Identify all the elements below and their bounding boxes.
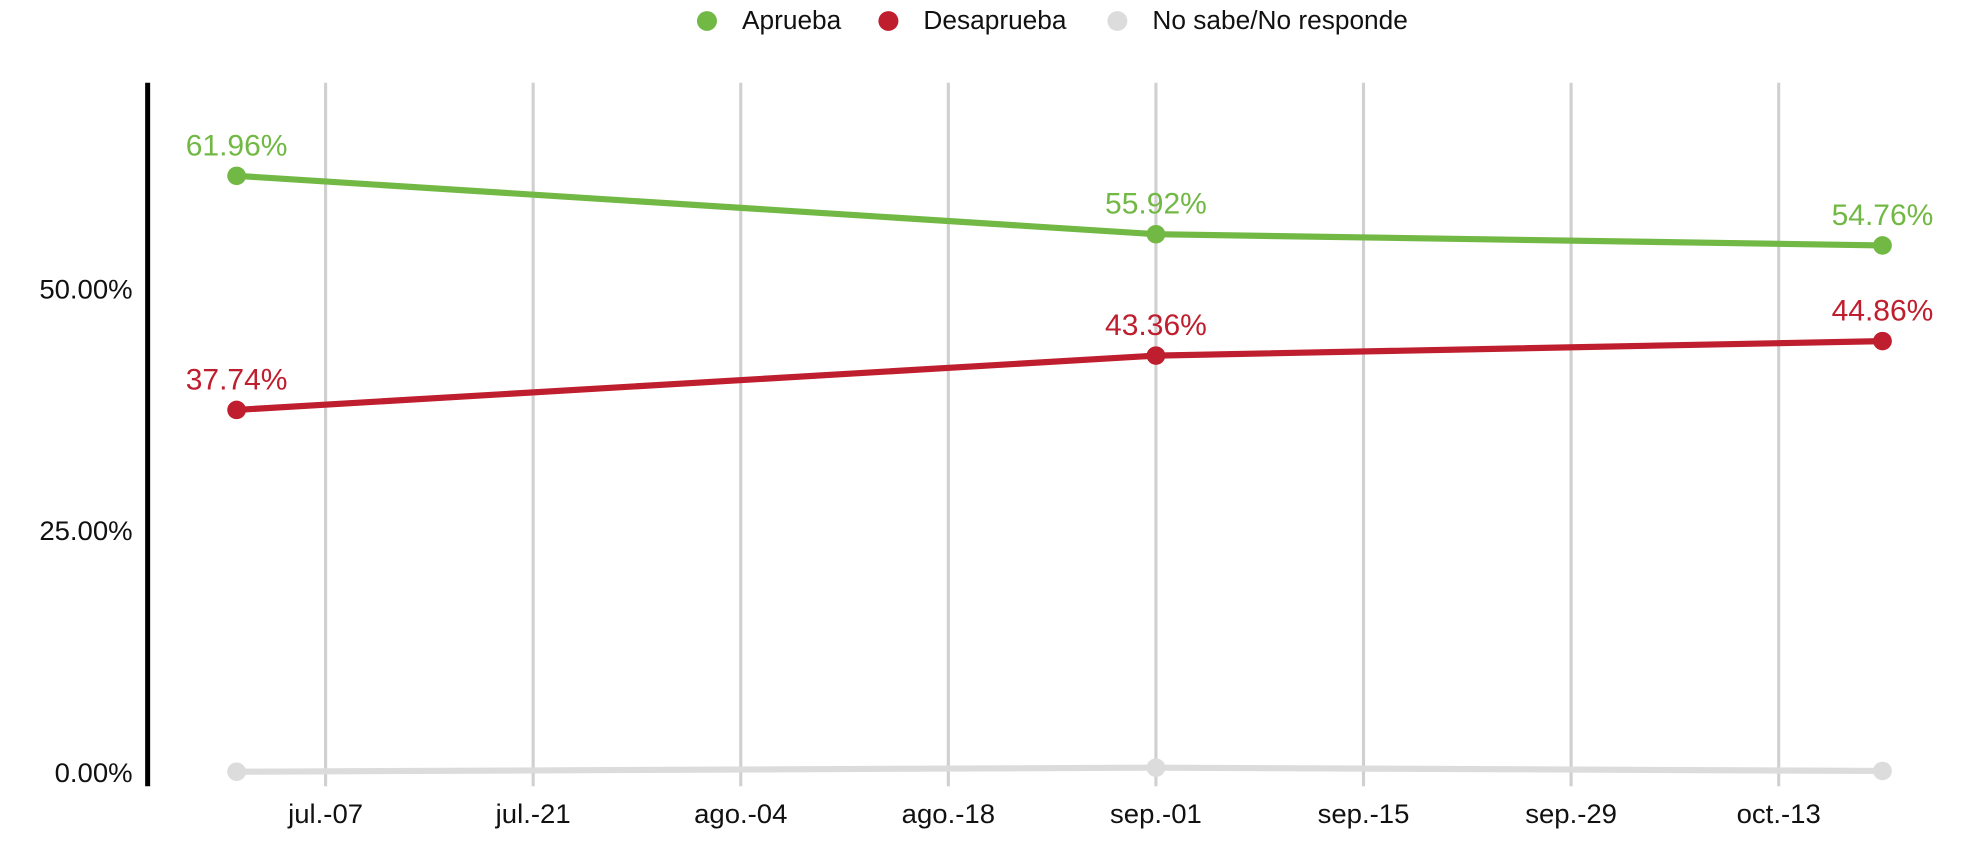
x-tick-label: jul.-07 [287, 798, 363, 829]
data-label: 54.76% [1832, 199, 1934, 232]
y-tick-label: 0.00% [55, 757, 133, 788]
legend-label: Desaprueba [923, 5, 1067, 35]
x-tick-label: jul.-21 [495, 798, 571, 829]
point [1146, 346, 1166, 365]
data-label: 43.36% [1105, 309, 1207, 342]
legend-marker [878, 11, 899, 31]
data-label: 44.86% [1832, 295, 1934, 328]
x-tick-label: sep.-29 [1525, 798, 1617, 829]
data-label: 61.96% [186, 129, 288, 162]
x-tick-label: ago.-04 [694, 798, 787, 829]
point [227, 166, 247, 186]
data-label: 55.92% [1105, 188, 1207, 221]
legend-marker [696, 11, 717, 31]
point [227, 762, 247, 781]
x-tick-label: sep.-01 [1110, 798, 1202, 829]
series-line [236, 764, 1883, 775]
x-tick-label: ago.-18 [902, 798, 995, 829]
legend-marker [1107, 11, 1128, 31]
point [227, 400, 247, 420]
y-tick-label: 50.00% [39, 274, 132, 305]
point [1873, 331, 1892, 351]
series-line [236, 172, 1883, 249]
y-tick-label: 25.00% [39, 515, 132, 546]
point [1146, 758, 1166, 777]
point [1146, 224, 1166, 244]
data-label: 37.74% [186, 364, 288, 397]
point [1873, 236, 1892, 255]
x-tick-label: sep.-15 [1318, 798, 1410, 829]
legend-label: Aprueba [742, 5, 842, 35]
legend-label: No sabe/No responde [1152, 5, 1407, 35]
point [1873, 761, 1892, 781]
series-line [236, 338, 1883, 413]
x-tick-label: oct.-13 [1737, 798, 1821, 829]
